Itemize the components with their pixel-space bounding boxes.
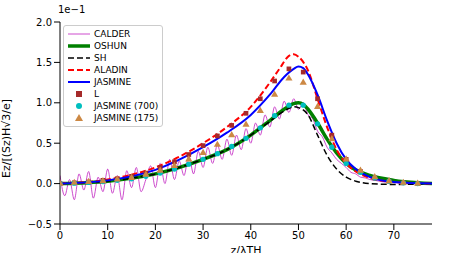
svg-text:30: 30 [197, 230, 210, 241]
svg-text:2.0: 2.0 [36, 17, 52, 28]
html-text:L: L [94, 89, 99, 99]
html-text:JASMINE (175): JASMINE (175) [94, 113, 159, 123]
svg-text:20: 20 [149, 230, 162, 241]
html-text:JASMINE (700): JASMINE (700) [94, 101, 159, 111]
html-text:OSHUN: OSHUN [94, 41, 127, 51]
svg-text:50: 50 [292, 230, 305, 241]
html-text:CALDER: CALDER [94, 29, 131, 39]
svg-text:0: 0 [57, 230, 63, 241]
html-text:ALADIN: ALADIN [94, 65, 128, 75]
svg-text:Ez/[(Sz)H√3/e]: Ez/[(Sz)H√3/e] [8, 99, 13, 178]
svg-text:1.0: 1.0 [36, 97, 52, 108]
svg-text:10: 10 [101, 230, 114, 241]
svg-text:−0.5: −0.5 [28, 219, 52, 230]
svg-text:70: 70 [387, 230, 400, 241]
svg-text:40: 40 [244, 230, 257, 241]
svg-text:z/λTH: z/λTH [231, 244, 262, 253]
svg-text:1.5: 1.5 [36, 57, 52, 68]
html-text:SH: SH [94, 53, 107, 63]
svg-text:0.0: 0.0 [36, 178, 52, 189]
html-text:1e−1: 1e−1 [58, 4, 86, 15]
svg-text:60: 60 [340, 230, 353, 241]
svg-text:0.5: 0.5 [36, 138, 52, 149]
html-text:JASMINE: JASMINE [94, 77, 132, 87]
